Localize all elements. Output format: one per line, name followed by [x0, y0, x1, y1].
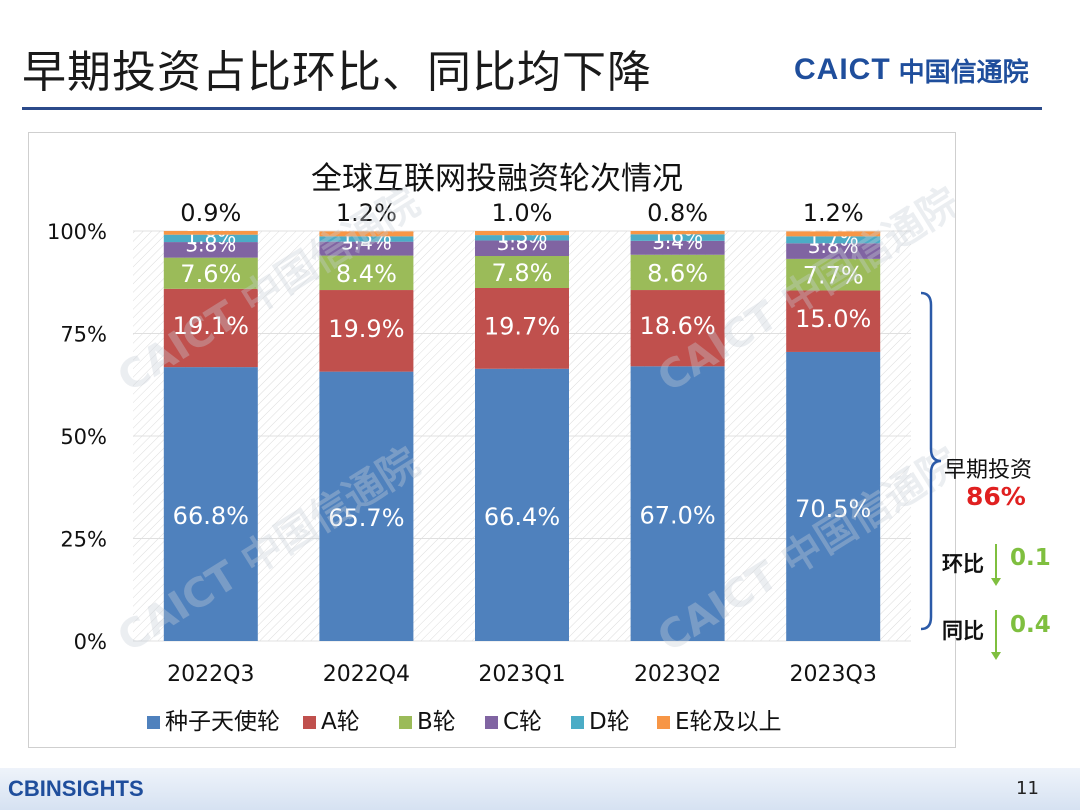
bar-segment [630, 240, 725, 255]
data-label: 7.7% [803, 262, 864, 290]
x-tick-label: 2023Q2 [634, 662, 721, 687]
logo-en: CAICT [794, 53, 891, 86]
data-label: 7.8% [492, 259, 553, 287]
legend-swatch [485, 716, 498, 729]
yoy-value: 0.4 [1010, 612, 1051, 638]
data-label: 67.0% [639, 502, 715, 530]
data-label: 1.0% [492, 199, 553, 227]
data-label: 66.8% [173, 502, 249, 530]
legend-label: C轮 [503, 709, 542, 735]
footer-logo: CBINSIGHTS [8, 776, 144, 801]
early-stage-label: 早期投资 [944, 458, 1033, 483]
bar-segment [319, 371, 414, 641]
y-tick-label: 25% [60, 528, 107, 552]
data-label: 0.9% [180, 199, 241, 227]
bar-segment [630, 234, 725, 241]
early-stage-value: 86% [966, 482, 1026, 511]
chart-panel: 0% 25% 50% 75% 100% 全球互联网投融资轮次情况 66.8% 19.1% 7.6… [28, 132, 956, 748]
bar-segment [163, 231, 258, 235]
data-label: 8.6% [647, 259, 708, 287]
stacked-bar-chart: 0% 25% 50% 75% 100% 全球互联网投融资轮次情况 66.8% 19.1% 7.6… [47, 161, 955, 735]
x-tick-label: 2023Q1 [478, 662, 565, 687]
data-label: 1.3% [341, 225, 392, 249]
x-tick-label: 2022Q3 [167, 662, 254, 687]
bar-segment [630, 231, 725, 235]
page-title: 早期投资占比环比、同比均下降 [22, 47, 652, 98]
bar-segment [475, 231, 569, 236]
data-label: 1.3% [497, 223, 548, 247]
caict-logo: CAICT 中国信通院 [794, 50, 1029, 90]
legend-label: D轮 [589, 709, 630, 735]
chart-title: 全球互联网投融资轮次情况 [311, 161, 683, 197]
y-tick-label: 0% [74, 630, 107, 654]
bar-segment [786, 258, 881, 291]
footer-bar [0, 768, 1080, 810]
data-label: 70.5% [795, 495, 871, 523]
yoy-label: 同比 [942, 619, 984, 643]
bar-segment [475, 287, 569, 369]
data-label: 1.7% [808, 226, 859, 250]
bar-segment [163, 367, 258, 641]
qoq-down-icon [991, 544, 1001, 586]
data-label: 19.9% [328, 315, 404, 343]
bar-segment [786, 236, 881, 244]
y-tick-label: 50% [60, 425, 107, 449]
y-tick-label: 75% [60, 323, 107, 347]
x-tick-label: 2022Q4 [323, 662, 410, 687]
bar-segment [319, 241, 414, 256]
title-divider [22, 107, 1042, 110]
bar-segment [475, 256, 569, 288]
bar-segment [786, 231, 881, 237]
bar-segment [163, 257, 258, 289]
yoy-down-icon [991, 610, 1001, 660]
legend-swatch [657, 716, 670, 729]
bar-segment [475, 368, 569, 641]
bar-segment [319, 290, 414, 372]
data-label: 66.4% [484, 503, 560, 531]
data-label: 19.7% [484, 312, 560, 340]
legend-swatch [147, 716, 160, 729]
data-label: 65.7% [328, 504, 404, 532]
bar-segment [319, 231, 414, 237]
data-label: 1.8% [185, 225, 236, 249]
data-label: 1.6% [652, 224, 703, 248]
qoq-label: 环比 [942, 552, 984, 576]
qoq-value: 0.1 [1010, 545, 1051, 571]
bar-segment [630, 366, 725, 641]
bar-segment [786, 243, 881, 259]
data-label: 8.4% [336, 260, 397, 288]
legend-label: B轮 [417, 709, 456, 735]
legend-swatch [571, 716, 584, 729]
bar-segment [319, 255, 414, 291]
data-label: 1.2% [336, 199, 397, 227]
data-label: 7.6% [180, 260, 241, 288]
bar-segment [319, 236, 414, 242]
data-label: 18.6% [639, 312, 715, 340]
bar-segment [163, 288, 258, 368]
legend-label: A轮 [321, 709, 360, 735]
early-stage-brace [920, 291, 942, 631]
bar-segment [475, 235, 569, 241]
bar-segment [786, 290, 881, 352]
bar-segment [475, 240, 569, 257]
legend-swatch [303, 716, 316, 729]
legend-swatch [399, 716, 412, 729]
data-label: 15.0% [795, 305, 871, 333]
page-number: 11 [1016, 778, 1039, 799]
data-label: 1.2% [803, 199, 864, 227]
bar-segment [630, 290, 725, 367]
bar-segment [163, 242, 258, 258]
bar-segment [630, 254, 725, 291]
legend-label: E轮及以上 [675, 709, 782, 735]
y-tick-label: 100% [47, 220, 107, 244]
data-label: 0.8% [647, 199, 708, 227]
bar-segment [163, 234, 258, 243]
logo-cn: 中国信通院 [898, 57, 1029, 88]
data-label: 19.1% [173, 312, 249, 340]
bar-segment [786, 351, 881, 641]
legend-label: 种子天使轮 [165, 709, 280, 735]
x-tick-label: 2023Q3 [790, 662, 877, 687]
